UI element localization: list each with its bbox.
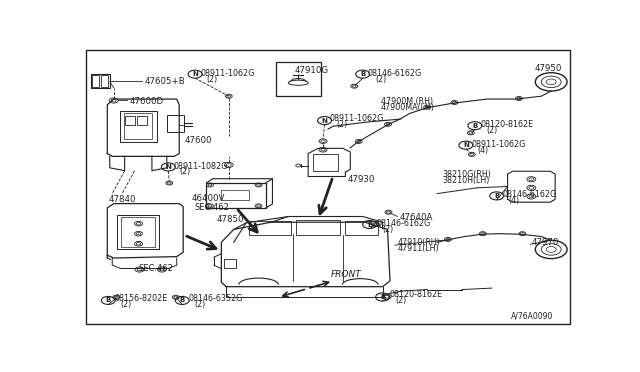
Bar — [296, 220, 340, 235]
Text: 47900MA(LH): 47900MA(LH) — [381, 103, 435, 112]
Text: N: N — [165, 164, 172, 170]
Text: B: B — [360, 71, 365, 77]
Text: 08146-6162G: 08146-6162G — [376, 219, 431, 228]
Text: B: B — [494, 193, 499, 199]
Text: 47605+B: 47605+B — [145, 77, 185, 86]
Text: (2): (2) — [179, 167, 191, 176]
Text: B: B — [367, 221, 372, 228]
Text: 08146-6352G: 08146-6352G — [188, 294, 243, 303]
Text: 47600D: 47600D — [129, 97, 164, 106]
Text: 08911-1062G: 08911-1062G — [200, 69, 255, 78]
Text: 08120-8162E: 08120-8162E — [481, 121, 534, 129]
Text: 47640A: 47640A — [400, 212, 433, 222]
Text: 08146-6162G: 08146-6162G — [502, 190, 557, 199]
Text: 47910(RH): 47910(RH) — [397, 238, 440, 247]
Text: 08156-8202E: 08156-8202E — [115, 294, 168, 303]
Text: 08146-6162G: 08146-6162G — [367, 69, 422, 78]
Bar — [101, 75, 108, 87]
Text: 38210H(LH): 38210H(LH) — [442, 176, 490, 185]
Text: B: B — [180, 298, 185, 304]
Text: 46400V: 46400V — [191, 194, 225, 203]
Text: 47900M (RH): 47900M (RH) — [381, 97, 433, 106]
Bar — [167, 115, 184, 132]
Bar — [125, 116, 134, 125]
Text: 08911-1082G: 08911-1082G — [173, 161, 228, 171]
Text: 47911(LH): 47911(LH) — [397, 244, 439, 253]
Text: SEC.462: SEC.462 — [194, 203, 229, 212]
Bar — [276, 62, 321, 96]
Text: 47840: 47840 — [108, 195, 136, 204]
Text: 08911-1062G: 08911-1062G — [330, 114, 385, 123]
Bar — [121, 217, 156, 247]
Bar — [249, 221, 291, 235]
Bar — [91, 74, 110, 88]
Text: N: N — [321, 118, 328, 124]
Text: N: N — [192, 71, 198, 77]
Text: N: N — [463, 142, 469, 148]
Text: 47910G: 47910G — [294, 66, 328, 75]
Text: (2): (2) — [376, 75, 387, 84]
Text: B: B — [472, 123, 477, 129]
Text: 47950: 47950 — [534, 64, 562, 74]
Bar — [346, 221, 378, 235]
Text: 47600: 47600 — [184, 136, 212, 145]
Text: (4): (4) — [509, 196, 520, 205]
Text: (2): (2) — [206, 74, 217, 83]
Bar — [137, 116, 147, 125]
Text: (2): (2) — [395, 296, 406, 305]
Text: B: B — [380, 294, 385, 300]
Text: 47970: 47970 — [531, 238, 559, 247]
Bar — [221, 190, 249, 200]
Text: B: B — [106, 298, 111, 304]
Bar — [313, 154, 338, 171]
Bar — [117, 215, 159, 250]
Text: 08911-1062G: 08911-1062G — [472, 140, 526, 149]
Text: (2): (2) — [194, 300, 205, 309]
Text: A/76A0090: A/76A0090 — [511, 312, 553, 321]
Bar — [207, 183, 266, 208]
Text: FRONT: FRONT — [330, 270, 361, 279]
Bar — [224, 260, 236, 268]
Bar — [120, 110, 157, 142]
Text: (2): (2) — [121, 300, 132, 309]
Text: (2): (2) — [383, 225, 394, 234]
Bar — [124, 113, 152, 139]
Text: 08120-8162E: 08120-8162E — [389, 291, 442, 299]
Bar — [92, 75, 99, 87]
Text: (2): (2) — [336, 120, 347, 129]
Text: 38210G(RH): 38210G(RH) — [442, 170, 491, 179]
Text: SEC.462: SEC.462 — [138, 264, 173, 273]
Text: (4): (4) — [478, 145, 489, 154]
Text: 47850: 47850 — [216, 215, 244, 224]
Text: 47930: 47930 — [348, 175, 375, 184]
Text: (2): (2) — [486, 126, 498, 135]
